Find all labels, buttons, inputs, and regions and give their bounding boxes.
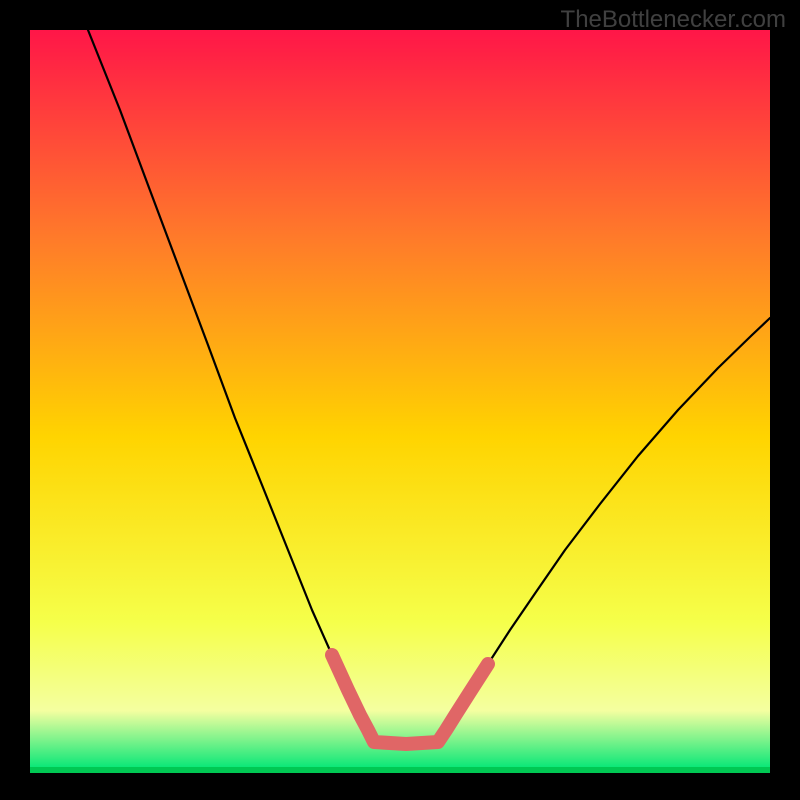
watermark-text: TheBottlenecker.com (561, 6, 786, 34)
chart-svg (0, 0, 800, 800)
bottleneck-chart: TheBottlenecker.com (0, 0, 800, 800)
